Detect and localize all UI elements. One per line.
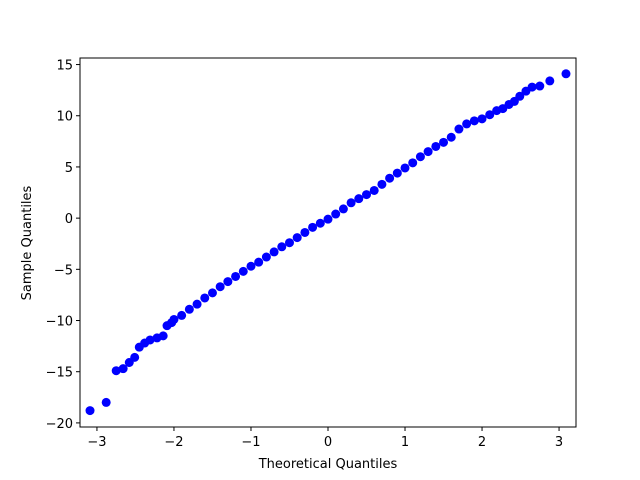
point <box>462 119 472 129</box>
point <box>101 397 111 407</box>
x-tick-label: 0 <box>324 435 332 450</box>
y-tick-label: −5 <box>54 263 73 278</box>
point <box>292 233 302 243</box>
point <box>238 266 248 276</box>
point <box>246 261 256 271</box>
point <box>369 185 379 195</box>
point <box>446 132 456 142</box>
point <box>192 299 202 309</box>
plot-frame <box>79 57 577 428</box>
point <box>400 163 410 173</box>
point <box>377 179 387 189</box>
point <box>354 194 364 204</box>
point <box>415 152 425 162</box>
x-tick-label: −2 <box>164 435 183 450</box>
point <box>177 310 187 320</box>
point <box>331 209 341 219</box>
x-axis-label: Theoretical Quantiles <box>258 457 398 472</box>
y-tick-label: 15 <box>56 59 73 74</box>
point <box>284 238 294 248</box>
x-tick-label: 3 <box>555 435 563 450</box>
x-tick-label: 2 <box>478 435 486 450</box>
point <box>392 168 402 178</box>
point <box>527 82 537 92</box>
point <box>431 141 441 151</box>
point <box>169 314 179 324</box>
point <box>269 247 279 257</box>
point <box>85 406 95 416</box>
point <box>423 147 433 157</box>
y-tick-label: −10 <box>46 315 73 330</box>
point <box>111 366 121 376</box>
point <box>338 204 348 214</box>
point <box>346 198 356 208</box>
y-tick-label: 0 <box>65 212 73 227</box>
point <box>215 282 225 292</box>
point <box>485 110 495 120</box>
point <box>454 124 464 134</box>
point <box>254 257 264 267</box>
y-tick-label: −15 <box>46 366 73 381</box>
point <box>323 214 333 224</box>
point <box>300 227 310 237</box>
y-tick-label: 10 <box>56 110 73 125</box>
point <box>477 114 487 124</box>
x-tick-label: −1 <box>241 435 260 450</box>
point <box>231 271 241 281</box>
x-tick-label: −3 <box>87 435 106 450</box>
point <box>439 137 449 147</box>
point <box>200 293 210 303</box>
point <box>469 116 479 126</box>
point <box>561 69 571 79</box>
point <box>362 190 372 200</box>
point <box>408 158 418 168</box>
y-tick-label: 5 <box>65 161 73 176</box>
y-tick-label: −20 <box>46 417 73 432</box>
point <box>315 218 325 228</box>
point <box>118 364 128 374</box>
point <box>130 352 140 362</box>
point <box>184 304 194 314</box>
point <box>277 242 287 252</box>
point <box>545 76 555 86</box>
point <box>261 252 271 262</box>
x-tick-label: 1 <box>401 435 409 450</box>
point <box>385 173 395 183</box>
point <box>158 331 168 341</box>
point <box>223 277 233 287</box>
point <box>535 81 545 91</box>
y-axis-label: Sample Quantiles <box>20 185 35 300</box>
point <box>515 91 525 101</box>
point <box>207 288 217 298</box>
point <box>308 222 318 232</box>
point <box>145 335 155 345</box>
